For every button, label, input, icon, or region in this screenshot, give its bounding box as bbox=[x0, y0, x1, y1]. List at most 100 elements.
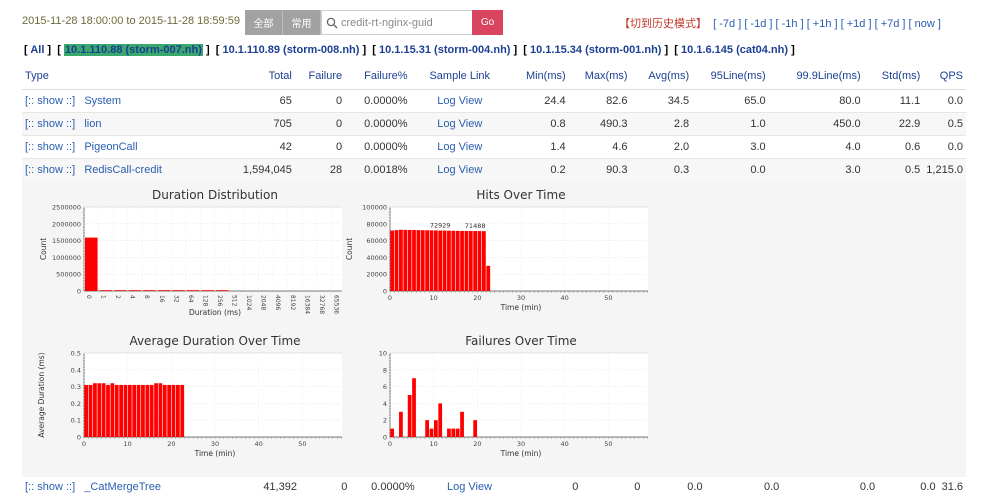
qps-cell: 31.6 bbox=[941, 481, 963, 493]
show-link[interactable]: [:: show ::] bbox=[25, 94, 76, 107]
host-item[interactable]: 10.1.15.31 (storm-004.nh) bbox=[379, 44, 511, 56]
min-cell: 0.2 bbox=[508, 158, 569, 182]
bar bbox=[473, 231, 478, 291]
sample-cell: Log View bbox=[418, 477, 522, 497]
bar bbox=[412, 378, 416, 437]
col-std[interactable]: Std(ms) bbox=[863, 63, 924, 90]
log-view-link[interactable]: Log View bbox=[437, 140, 483, 153]
col-type[interactable]: Type bbox=[22, 63, 240, 90]
col-qps[interactable]: QPS bbox=[923, 63, 966, 90]
y-tick-label: 8 bbox=[383, 366, 387, 374]
col-95line[interactable]: 95Line(ms) bbox=[692, 63, 769, 90]
show-link[interactable]: [:: show ::] bbox=[25, 163, 76, 176]
max-cell: 0 bbox=[634, 481, 641, 493]
type-cell: [:: show ::] _CatMergeTree bbox=[22, 477, 248, 497]
report-mode-group: 全部 常用 bbox=[245, 10, 321, 35]
type-link[interactable]: _CatMergeTree bbox=[84, 481, 161, 493]
nav-plus-1d[interactable]: [ +1d ] bbox=[840, 18, 872, 30]
bar bbox=[438, 403, 443, 437]
bar bbox=[123, 384, 128, 437]
log-view-link[interactable]: Log View bbox=[437, 163, 483, 176]
avg-cell: 2.0 bbox=[630, 135, 693, 159]
transaction-table-continued: [:: show ::] _CatMergeTree 41,392 0 0.00… bbox=[22, 477, 966, 497]
col-avg[interactable]: Avg(ms) bbox=[630, 63, 693, 90]
bar bbox=[180, 384, 185, 437]
x-tick-label: 1 bbox=[100, 295, 107, 299]
bar bbox=[433, 420, 438, 437]
x-tick-label: 128 bbox=[201, 295, 208, 307]
table-row: [:: show ::] RedisCall-credit 1,594,045 … bbox=[22, 158, 966, 182]
log-view-link[interactable]: Log View bbox=[446, 481, 493, 493]
common-button[interactable]: 常用 bbox=[283, 10, 321, 35]
show-link[interactable]: [:: show ::] bbox=[25, 140, 76, 153]
bar bbox=[186, 290, 200, 291]
host-item[interactable]: 10.1.15.34 (storm-001.nh) bbox=[530, 44, 662, 56]
bar bbox=[143, 290, 156, 291]
bar bbox=[403, 229, 408, 291]
type-link[interactable]: RedisCall-credit bbox=[84, 163, 162, 176]
sample-cell: Log View bbox=[410, 158, 509, 182]
show-link[interactable]: [:: show ::] bbox=[25, 481, 76, 493]
time-range: 2015-11-28 18:00:00 to 2015-11-28 18:59:… bbox=[22, 15, 240, 27]
search-input[interactable] bbox=[341, 16, 466, 29]
type-link[interactable]: lion bbox=[84, 117, 102, 130]
bar bbox=[482, 231, 486, 291]
total-cell: 42 bbox=[239, 135, 295, 159]
bar bbox=[201, 290, 214, 291]
host-all[interactable]: All bbox=[30, 44, 45, 56]
col-failure-pct[interactable]: Failure% bbox=[345, 63, 411, 90]
x-tick-label: 50 bbox=[604, 294, 612, 302]
y-tick-label: 6 bbox=[383, 383, 387, 391]
y-tick-label: 40000 bbox=[366, 254, 387, 262]
x-tick-label: 10 bbox=[124, 440, 132, 448]
x-tick-label: 40 bbox=[255, 440, 263, 448]
type-link[interactable]: System bbox=[84, 94, 121, 107]
nav-minus-1d[interactable]: [ -1d ] bbox=[744, 18, 773, 30]
col-total[interactable]: Total bbox=[239, 63, 295, 90]
col-min[interactable]: Min(ms) bbox=[508, 63, 569, 90]
y-tick-label: 1500000 bbox=[52, 237, 81, 245]
total-cell: 705 bbox=[239, 112, 295, 136]
y-tick-label: 0.3 bbox=[71, 383, 81, 391]
qps-cell: 0.0 bbox=[923, 135, 966, 159]
bar bbox=[407, 229, 412, 291]
data-label: 71488 bbox=[465, 222, 486, 230]
p999-cell: 4.0 bbox=[768, 135, 864, 159]
y-tick-label: 2500000 bbox=[52, 204, 81, 212]
log-view-link[interactable]: Log View bbox=[437, 94, 483, 107]
type-link[interactable]: PigeonCall bbox=[84, 140, 138, 153]
bar bbox=[390, 428, 395, 437]
nav-minus-1h[interactable]: [ -1h ] bbox=[775, 18, 804, 30]
bar bbox=[425, 230, 429, 291]
history-mode-link[interactable]: 【切到历史模式】 bbox=[619, 18, 707, 30]
failure-pct-cell: 0.0018% bbox=[345, 158, 411, 182]
failure-cell: 0 bbox=[294, 135, 346, 159]
col-999line[interactable]: 99.9Line(ms) bbox=[768, 63, 864, 90]
all-button[interactable]: 全部 bbox=[245, 10, 283, 35]
host-item-active[interactable]: 10.1.110.88 (storm-007.nh) bbox=[63, 44, 203, 56]
plot-area bbox=[83, 206, 347, 292]
nav-plus-1h[interactable]: [ +1h ] bbox=[806, 18, 838, 30]
show-link[interactable]: [:: show ::] bbox=[25, 117, 76, 130]
go-button[interactable]: Go bbox=[472, 10, 503, 35]
nav-plus-7d[interactable]: [ +7d ] bbox=[874, 18, 906, 30]
host-item[interactable]: 10.1.6.145 (cat04.nh) bbox=[681, 44, 789, 56]
x-tick-label: 1024 bbox=[245, 295, 252, 310]
total-cell: 1,594,045 bbox=[239, 158, 295, 182]
bar bbox=[132, 384, 137, 437]
x-tick-label: 16 bbox=[158, 295, 165, 303]
y-tick-label: 10 bbox=[379, 350, 387, 358]
bar bbox=[119, 384, 123, 437]
col-failure[interactable]: Failure bbox=[294, 63, 346, 90]
failure-pct-cell: 0.0000% bbox=[371, 481, 415, 493]
nav-minus-7d[interactable]: [ -7d ] bbox=[713, 18, 742, 30]
host-item[interactable]: 10.1.110.89 (storm-008.nh) bbox=[222, 44, 360, 56]
min-cell: 0.8 bbox=[508, 112, 569, 136]
bar bbox=[172, 290, 185, 291]
col-max[interactable]: Max(ms) bbox=[568, 63, 631, 90]
y-tick-label: 0.4 bbox=[71, 366, 81, 374]
nav-now[interactable]: [ now ] bbox=[908, 18, 941, 30]
log-view-link[interactable]: Log View bbox=[437, 117, 483, 130]
bar bbox=[88, 384, 93, 437]
x-tick-label: 4096 bbox=[274, 295, 281, 310]
